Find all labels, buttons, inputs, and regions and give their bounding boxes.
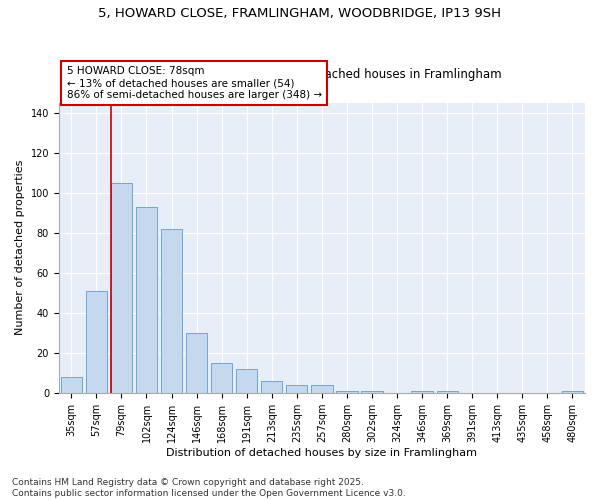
Bar	[311, 384, 332, 392]
Bar	[111, 182, 132, 392]
Bar	[61, 376, 82, 392]
Bar	[236, 368, 257, 392]
Bar	[86, 290, 107, 392]
Bar	[161, 228, 182, 392]
Bar	[361, 390, 383, 392]
Bar	[136, 206, 157, 392]
Bar	[336, 390, 358, 392]
Bar	[211, 362, 232, 392]
Bar	[412, 390, 433, 392]
Text: 5 HOWARD CLOSE: 78sqm
← 13% of detached houses are smaller (54)
86% of semi-deta: 5 HOWARD CLOSE: 78sqm ← 13% of detached …	[67, 66, 322, 100]
Bar	[261, 380, 283, 392]
Text: Contains HM Land Registry data © Crown copyright and database right 2025.
Contai: Contains HM Land Registry data © Crown c…	[12, 478, 406, 498]
X-axis label: Distribution of detached houses by size in Framlingham: Distribution of detached houses by size …	[166, 448, 478, 458]
Bar	[562, 390, 583, 392]
Text: 5, HOWARD CLOSE, FRAMLINGHAM, WOODBRIDGE, IP13 9SH: 5, HOWARD CLOSE, FRAMLINGHAM, WOODBRIDGE…	[98, 8, 502, 20]
Y-axis label: Number of detached properties: Number of detached properties	[15, 160, 25, 336]
Bar	[186, 332, 207, 392]
Bar	[437, 390, 458, 392]
Bar	[286, 384, 307, 392]
Title: Size of property relative to detached houses in Framlingham: Size of property relative to detached ho…	[143, 68, 501, 80]
